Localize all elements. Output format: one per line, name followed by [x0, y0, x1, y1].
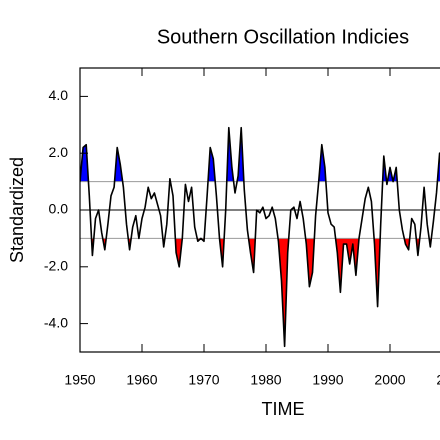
- y-tick-label: 2.0: [49, 144, 69, 160]
- x-tick-label: 1990: [312, 372, 343, 388]
- x-tick-label: 2000: [374, 372, 405, 388]
- x-tick-label: 1950: [64, 372, 95, 388]
- y-tick-label: 4.0: [49, 87, 69, 103]
- y-tick-label: 0.0: [49, 201, 69, 217]
- x-tick-label: 1970: [188, 372, 219, 388]
- positive-fill: [80, 127, 440, 182]
- y-axis-label: Standardized: [7, 157, 27, 263]
- negative-fill: [80, 238, 440, 347]
- y-tick-label: -2.0: [44, 258, 68, 274]
- x-tick-label: 2010: [436, 372, 440, 388]
- x-tick-label: 1980: [250, 372, 281, 388]
- chart-title: Southern Oscillation Indicies: [157, 26, 409, 48]
- x-axis-label: TIME: [262, 399, 305, 419]
- series-line: [80, 126, 440, 348]
- x-tick-label: 1960: [126, 372, 157, 388]
- y-tick-label: -4.0: [44, 314, 68, 330]
- plot-area: [80, 126, 440, 348]
